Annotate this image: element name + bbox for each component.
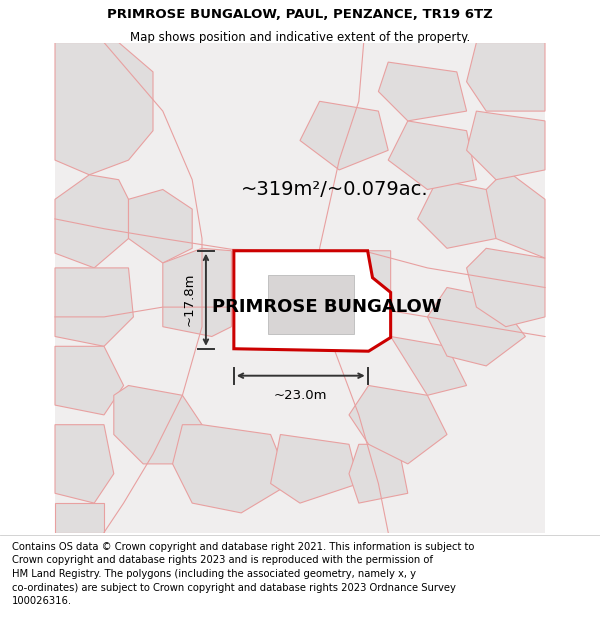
Polygon shape <box>349 386 447 464</box>
Text: ~23.0m: ~23.0m <box>274 389 328 402</box>
Polygon shape <box>173 425 290 513</box>
Polygon shape <box>391 336 467 395</box>
Polygon shape <box>379 62 467 121</box>
Polygon shape <box>427 288 526 366</box>
Text: PRIMROSE BUNGALOW, PAUL, PENZANCE, TR19 6TZ: PRIMROSE BUNGALOW, PAUL, PENZANCE, TR19 … <box>107 9 493 21</box>
Text: PRIMROSE BUNGALOW: PRIMROSE BUNGALOW <box>212 298 442 316</box>
Polygon shape <box>467 42 545 111</box>
Polygon shape <box>300 101 388 170</box>
Polygon shape <box>476 170 545 258</box>
Polygon shape <box>163 248 232 336</box>
Polygon shape <box>234 251 391 351</box>
Polygon shape <box>55 268 133 346</box>
Polygon shape <box>55 425 114 503</box>
Bar <box>55 42 545 532</box>
Text: Contains OS data © Crown copyright and database right 2021. This information is : Contains OS data © Crown copyright and d… <box>12 542 475 606</box>
Polygon shape <box>55 503 104 532</box>
Polygon shape <box>388 121 476 189</box>
Polygon shape <box>271 434 359 503</box>
Polygon shape <box>349 444 408 503</box>
Text: ~17.8m: ~17.8m <box>182 273 195 326</box>
Text: ~319m²/~0.079ac.: ~319m²/~0.079ac. <box>241 180 429 199</box>
Polygon shape <box>55 42 153 175</box>
Polygon shape <box>467 248 545 327</box>
Bar <box>268 275 354 334</box>
Polygon shape <box>55 346 124 415</box>
Polygon shape <box>114 386 202 464</box>
Polygon shape <box>418 180 496 248</box>
Polygon shape <box>128 189 192 263</box>
Polygon shape <box>467 111 545 180</box>
Text: Map shows position and indicative extent of the property.: Map shows position and indicative extent… <box>130 31 470 44</box>
Polygon shape <box>368 251 391 292</box>
Polygon shape <box>55 175 128 268</box>
